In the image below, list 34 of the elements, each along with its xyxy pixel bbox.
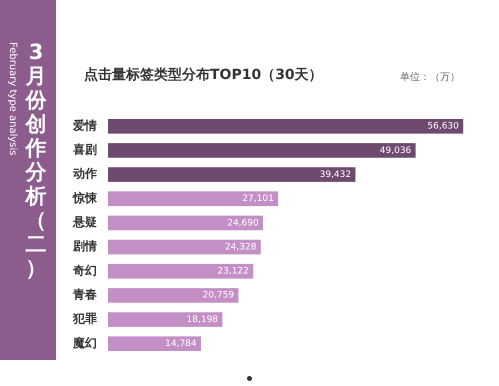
y-tick-label: 爱情	[72, 118, 97, 132]
bar	[108, 167, 356, 182]
data-label: 39,432	[320, 170, 352, 180]
bar	[108, 240, 261, 254]
text: February type analysis	[6, 42, 18, 156]
y-tick-label: 喜剧	[72, 142, 97, 157]
bar	[108, 143, 416, 158]
bar	[108, 191, 278, 206]
data-label: 23,122	[217, 266, 249, 277]
y-tick-label: 悬疑	[72, 215, 97, 230]
bar	[108, 336, 201, 352]
data-label: 24,328	[224, 242, 257, 252]
data-label: 49,036	[380, 146, 412, 156]
y-tick-label: 奇幻	[72, 263, 97, 278]
text: 单位：（万）	[400, 70, 460, 84]
y-tick-label: 魔幻	[72, 336, 97, 350]
y-tick-label: 剧情	[72, 239, 97, 254]
bar	[108, 264, 254, 279]
data-label: 27,101	[242, 194, 274, 204]
y-tick-label: 惊悚	[72, 190, 98, 205]
y-tick-label: 动作	[72, 166, 97, 181]
data-label: 56,630	[427, 122, 460, 132]
data-label: 14,784	[165, 339, 197, 350]
bar	[108, 216, 264, 230]
bar	[108, 118, 464, 134]
text: 3月份创作分析（二）	[26, 40, 46, 280]
y-tick-label: 犯罪	[72, 312, 97, 326]
bar	[108, 312, 222, 327]
data-label: 20,759	[202, 290, 234, 301]
data-label: 18,198	[186, 314, 218, 325]
bar	[108, 288, 238, 303]
data-label: 24,690	[227, 218, 259, 228]
y-tick-label: 青春	[72, 288, 97, 302]
chart-title: 点击量标签类型分布TOP10（30天）	[84, 66, 323, 84]
